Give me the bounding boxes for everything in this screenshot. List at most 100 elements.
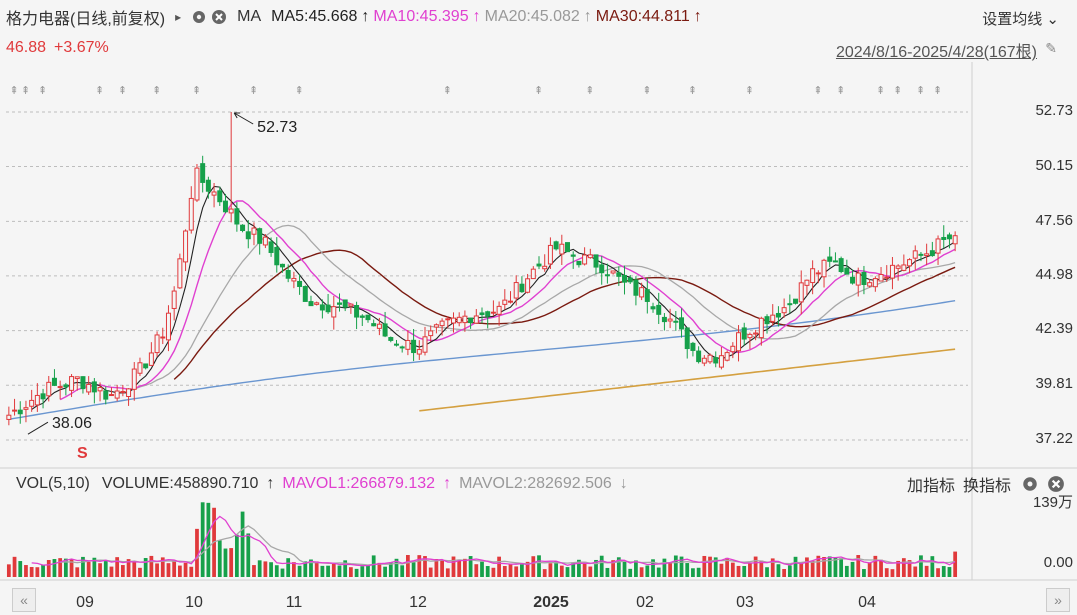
x-tick-label: 12 xyxy=(409,594,427,611)
candle-body xyxy=(91,381,97,393)
candle-body xyxy=(513,282,519,299)
candle-body xyxy=(946,234,952,240)
volume-bar xyxy=(542,569,547,577)
volume-bar xyxy=(810,561,815,577)
add-indicator-button[interactable]: 加指标 xyxy=(906,478,955,495)
candle-body xyxy=(399,346,405,349)
volume-bar xyxy=(474,564,479,577)
volume-bar xyxy=(645,565,650,577)
event-marker-icon: ⇞ xyxy=(813,84,822,97)
volume-bar xyxy=(554,561,558,577)
volume-bar xyxy=(257,560,262,577)
volume-bar xyxy=(337,565,342,577)
close-icon[interactable] xyxy=(1047,475,1065,493)
volume-arrow: ↑ xyxy=(266,475,275,492)
switch-indicator-button[interactable]: 换指标 xyxy=(962,478,1011,495)
candle-body xyxy=(895,265,901,269)
candle-body xyxy=(781,307,787,314)
pin-icon[interactable]: ✎ xyxy=(1045,40,1057,56)
candle-body xyxy=(599,264,605,274)
volume-bar xyxy=(833,557,838,577)
candle-body xyxy=(51,377,57,386)
volume-bar xyxy=(234,534,239,577)
volume-bar xyxy=(713,557,718,577)
volume-header: VOL(5,10) VOLUME:458890.710 ↑ MAVOL1:266… xyxy=(16,472,1065,496)
volume-bar xyxy=(873,555,878,577)
low-pointer xyxy=(27,421,49,435)
volume-bar xyxy=(411,562,416,577)
candle-body xyxy=(405,339,411,350)
candle-body xyxy=(257,228,263,244)
gear-icon[interactable] xyxy=(1021,475,1039,493)
volume-bar xyxy=(599,555,604,577)
volume-bar xyxy=(679,556,684,577)
ma-settings-button[interactable]: 设置均线 ⌄ xyxy=(982,8,1059,29)
volume-bar xyxy=(548,563,553,577)
volume-bar xyxy=(166,563,171,577)
volume-bar xyxy=(377,562,382,577)
candle-body xyxy=(587,254,593,259)
gear-icon[interactable] xyxy=(191,9,207,25)
volume-bar xyxy=(417,555,422,577)
candle-body xyxy=(6,414,12,420)
volume-bar xyxy=(103,561,108,577)
volume-bar xyxy=(839,558,844,577)
date-range[interactable]: 2024/8/16-2025/4/28(167根) xyxy=(835,44,1037,61)
s-marker-icon: S xyxy=(77,445,88,462)
candle-body xyxy=(433,324,439,328)
candle-body xyxy=(314,302,320,305)
candle-body xyxy=(901,264,907,271)
event-marker-icon: ⇞ xyxy=(688,84,697,97)
candle-body xyxy=(696,350,702,363)
volume-bar xyxy=(736,565,741,577)
volume-bar xyxy=(274,565,279,577)
y-tick-label: 37.22 xyxy=(1035,430,1073,447)
event-marker-icon: ⇞ xyxy=(192,84,201,97)
candle-body xyxy=(838,258,844,273)
volume-bar xyxy=(354,568,359,577)
candle-body xyxy=(758,317,764,339)
candle-body xyxy=(667,318,673,322)
double-chevron-right-icon[interactable]: » xyxy=(1046,588,1070,612)
dropdown-icon[interactable]: ▸ xyxy=(175,10,182,24)
event-marker-icon: ⇞ xyxy=(118,84,127,97)
candle-body xyxy=(747,333,753,339)
low-label: 38.06 xyxy=(52,415,92,432)
candle-body xyxy=(29,399,35,407)
volume-bar xyxy=(759,560,764,577)
volume-bar xyxy=(75,567,80,577)
volume-bar xyxy=(565,567,570,577)
candle-body xyxy=(279,263,285,268)
volume-bar xyxy=(856,555,861,577)
volume-bar xyxy=(662,558,667,577)
candle-body xyxy=(918,253,924,256)
volume-bar xyxy=(936,568,940,577)
volume-tick-label: 139万 xyxy=(1032,494,1073,511)
volume-bar xyxy=(172,560,177,577)
volume-bar xyxy=(46,560,51,577)
candle-body xyxy=(416,349,422,355)
candle-body xyxy=(753,332,759,335)
candle-body xyxy=(525,278,531,293)
x-tick-label: 2025 xyxy=(533,594,569,611)
volume-bar xyxy=(696,567,701,577)
volume-bar xyxy=(286,558,291,577)
volume-bar xyxy=(297,565,302,577)
mavol1-arrow: ↑ xyxy=(443,475,452,492)
candle-body xyxy=(850,276,856,284)
x-tick-label: 04 xyxy=(858,594,876,611)
close-icon[interactable] xyxy=(211,9,227,25)
volume-bar xyxy=(907,560,912,577)
x-tick-label: 09 xyxy=(76,594,94,611)
candle-body xyxy=(217,190,223,203)
stock-name[interactable]: 格力电器(日线,前复权) xyxy=(6,11,166,28)
volume-bar xyxy=(702,555,707,577)
candle-body xyxy=(730,345,736,353)
candle-body xyxy=(485,311,491,317)
volume-bar xyxy=(343,560,348,577)
candle-body xyxy=(627,277,633,283)
double-chevron-left-icon[interactable]: « xyxy=(12,588,36,612)
volume-bar xyxy=(685,563,690,577)
volume-bar xyxy=(468,556,473,577)
